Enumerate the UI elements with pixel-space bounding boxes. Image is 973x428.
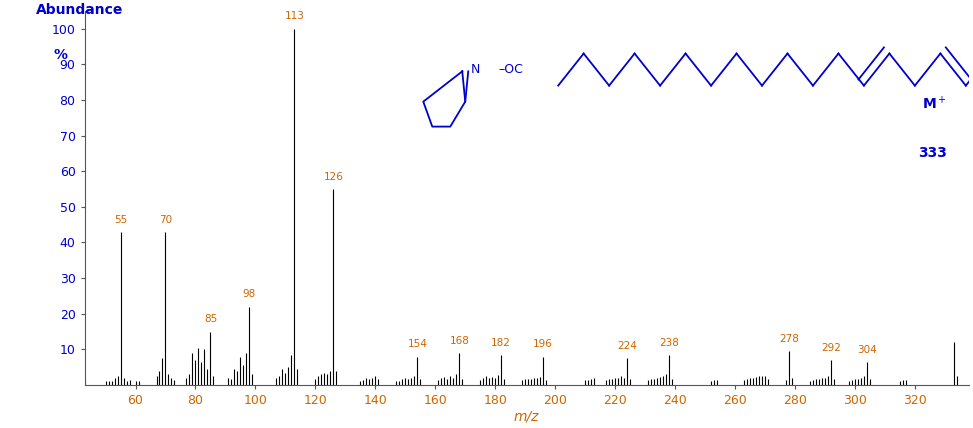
Text: 196: 196: [533, 339, 553, 349]
Text: 224: 224: [617, 341, 637, 351]
Text: 333: 333: [918, 146, 947, 160]
Text: 168: 168: [450, 336, 469, 346]
Text: Abundance: Abundance: [36, 3, 124, 17]
Text: 113: 113: [284, 12, 305, 21]
Text: 292: 292: [821, 343, 841, 353]
Text: M$^+$: M$^+$: [921, 95, 947, 112]
Text: 278: 278: [779, 334, 799, 344]
Text: 238: 238: [659, 338, 679, 348]
Text: –OC: –OC: [498, 63, 523, 76]
Text: 70: 70: [159, 214, 172, 225]
Text: 55: 55: [114, 214, 127, 225]
Text: 154: 154: [408, 339, 427, 349]
Text: 98: 98: [243, 289, 256, 300]
Text: N: N: [471, 63, 481, 76]
Text: 304: 304: [857, 345, 877, 355]
Text: 182: 182: [491, 338, 511, 348]
Text: 126: 126: [323, 172, 343, 182]
X-axis label: m/z: m/z: [514, 410, 539, 424]
Text: %: %: [54, 48, 67, 62]
Text: 85: 85: [203, 315, 217, 324]
